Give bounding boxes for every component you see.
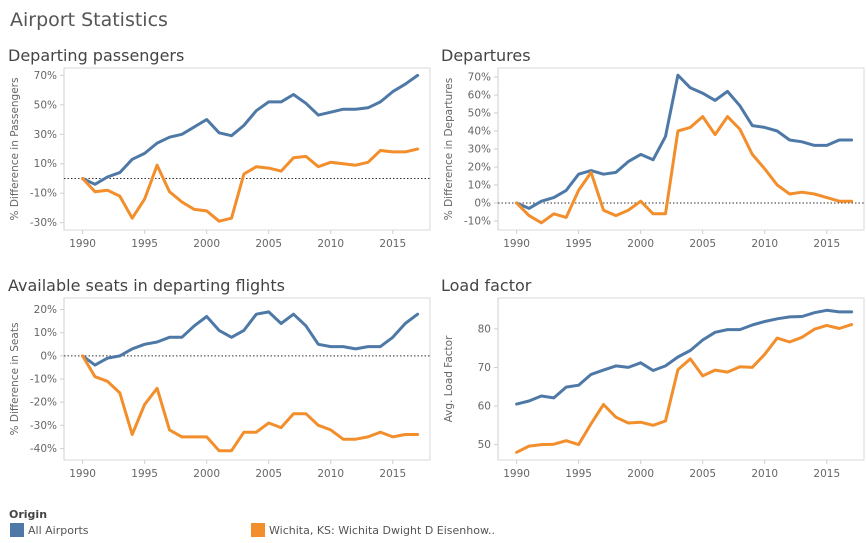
y-axis-title: % Difference in Seats	[9, 323, 21, 436]
legend-item-all-airports[interactable]: All Airports	[10, 522, 89, 538]
legend-label-all-airports: All Airports	[28, 523, 89, 537]
chart-title-departing-passengers: Departing passengers	[8, 46, 185, 65]
y-tick-label: 20%	[34, 304, 57, 316]
x-tick-label: 2015	[813, 468, 840, 480]
y-tick-label: 0%	[474, 198, 491, 210]
x-tick-label: 1990	[503, 468, 530, 480]
x-tick-label: 2005	[255, 238, 282, 250]
y-tick-label: 70%	[468, 72, 491, 84]
y-tick-label: -30%	[30, 420, 57, 432]
y-tick-label: 30%	[34, 129, 57, 141]
legend-swatch-wichita	[251, 523, 265, 537]
y-axis-title: % Difference in Passengers	[9, 78, 21, 221]
series-line-wichita-ks-wichita-dwigh[interactable]	[81, 354, 420, 453]
x-tick-label: 2015	[379, 238, 406, 250]
y-tick-label: 10%	[34, 327, 57, 339]
x-tick-label: 1990	[69, 238, 96, 250]
chart-departing-passengers: -30% -10% 10% 30% 50% 70% 1990 1995 2000 2005 2010…	[9, 67, 431, 250]
series-line-all-airports[interactable]	[515, 73, 854, 210]
plot-frame	[497, 67, 865, 231]
x-tick-label: 2010	[317, 468, 344, 480]
x-tick-label: 2000	[193, 238, 220, 250]
plot-frame	[63, 67, 431, 231]
x-tick-label: 2000	[627, 238, 654, 250]
legend-swatch-all-airports	[10, 523, 24, 537]
x-tick-label: 1995	[565, 238, 592, 250]
y-tick-label: 0%	[40, 350, 57, 362]
y-tick-label: 20%	[468, 162, 491, 174]
x-tick-label: 2005	[255, 468, 282, 480]
y-tick-label: 70	[478, 362, 491, 374]
y-tick-label: -30%	[30, 217, 57, 229]
chart-title-available-seats: Available seats in departing flights	[8, 276, 285, 295]
y-tick-label: 60	[478, 401, 491, 413]
y-tick-label: -20%	[30, 397, 57, 409]
chart-title-departures: Departures	[441, 46, 531, 65]
chart-available-seats: -40% -30% -20% -10% 0% 10% 20% 1990 1995 2000 2005…	[9, 297, 431, 480]
y-tick-label: -10%	[464, 216, 491, 228]
chart-departures: -10% 0% 10% 20% 30% 40% 50% 60% 70% 1990 1995 2000 2…	[443, 67, 865, 250]
series-line-wichita-ks-wichita-dwigh[interactable]	[515, 115, 854, 225]
legend-title: Origin	[9, 508, 48, 521]
x-tick-label: 1995	[131, 238, 158, 250]
y-tick-label: -40%	[30, 443, 57, 455]
x-tick-label: 2000	[193, 468, 220, 480]
y-tick-label: -10%	[30, 188, 57, 200]
dashboard-title: Airport Statistics	[10, 9, 168, 31]
series-line-all-airports[interactable]	[81, 73, 420, 186]
x-tick-label: 2010	[751, 468, 778, 480]
x-tick-label: 2015	[813, 238, 840, 250]
y-tick-label: 40%	[468, 126, 491, 138]
x-tick-label: 2000	[627, 468, 654, 480]
x-tick-label: 2005	[689, 238, 716, 250]
y-tick-label: 50	[478, 439, 491, 451]
y-tick-label: 10%	[468, 180, 491, 192]
y-axis-title: % Difference in Departures	[443, 78, 455, 220]
legend-item-wichita[interactable]: Wichita, KS: Wichita Dwight D Eisenhow..	[251, 522, 495, 538]
x-tick-label: 1990	[69, 468, 96, 480]
series-line-wichita-ks-wichita-dwigh[interactable]	[515, 323, 854, 454]
chart-title-load-factor: Load factor	[441, 276, 532, 295]
y-tick-label: 80	[478, 323, 491, 335]
y-tick-label: 30%	[468, 144, 491, 156]
x-tick-label: 2010	[751, 238, 778, 250]
x-tick-label: 1995	[565, 468, 592, 480]
y-axis-title: Avg. Load Factor	[443, 335, 455, 422]
x-tick-label: 2005	[689, 468, 716, 480]
y-tick-label: 50%	[468, 108, 491, 120]
y-tick-label: 50%	[34, 99, 57, 111]
y-tick-label: -10%	[30, 374, 57, 386]
x-tick-label: 2010	[317, 238, 344, 250]
legend-label-wichita: Wichita, KS: Wichita Dwight D Eisenhow..	[269, 523, 495, 537]
series-line-all-airports[interactable]	[81, 310, 420, 367]
x-tick-label: 1990	[503, 238, 530, 250]
y-tick-label: 10%	[34, 158, 57, 170]
y-tick-label: 60%	[468, 90, 491, 102]
plot-frame	[497, 297, 865, 461]
x-tick-label: 2015	[379, 468, 406, 480]
chart-load-factor: 50 60 70 80 1990 1995 2000 2005 2010 2015 Avg. Loa…	[443, 297, 865, 480]
series-line-wichita-ks-wichita-dwigh[interactable]	[81, 147, 420, 223]
series-line-all-airports[interactable]	[515, 308, 854, 406]
x-tick-label: 1995	[131, 468, 158, 480]
y-tick-label: 70%	[34, 70, 57, 82]
